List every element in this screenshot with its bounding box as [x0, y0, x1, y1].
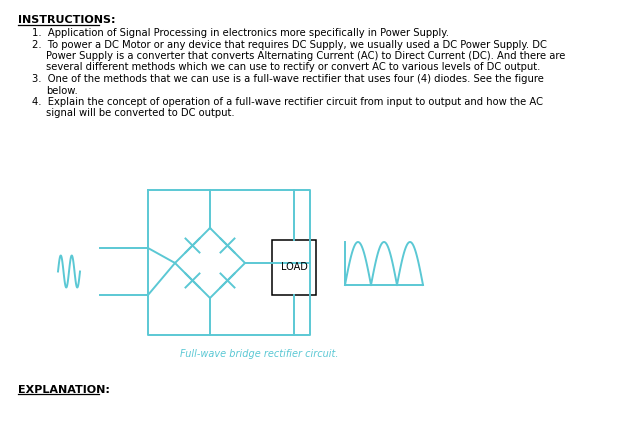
Text: 2.  To power a DC Motor or any device that requires DC Supply, we usually used a: 2. To power a DC Motor or any device tha… [32, 39, 547, 49]
Text: EXPLANATION:: EXPLANATION: [18, 385, 110, 395]
Text: 4.  Explain the concept of operation of a full-wave rectifier circuit from input: 4. Explain the concept of operation of a… [32, 97, 543, 107]
Text: LOAD: LOAD [280, 263, 308, 273]
Text: several different methods which we can use to rectify or convert AC to various l: several different methods which we can u… [46, 62, 541, 73]
Text: 1.  Application of Signal Processing in electronics more specifically in Power S: 1. Application of Signal Processing in e… [32, 28, 449, 38]
Text: Full-wave bridge rectifier circuit.: Full-wave bridge rectifier circuit. [180, 349, 339, 359]
Text: 3.  One of the methods that we can use is a full-wave rectifier that uses four (: 3. One of the methods that we can use is… [32, 74, 544, 84]
Text: INSTRUCTIONS:: INSTRUCTIONS: [18, 15, 115, 25]
Text: Power Supply is a converter that converts Alternating Current (AC) to Direct Cur: Power Supply is a converter that convert… [46, 51, 565, 61]
Bar [272, 240, 316, 295]
Text: below.: below. [46, 86, 78, 96]
Text: signal will be converted to DC output.: signal will be converted to DC output. [46, 108, 235, 118]
